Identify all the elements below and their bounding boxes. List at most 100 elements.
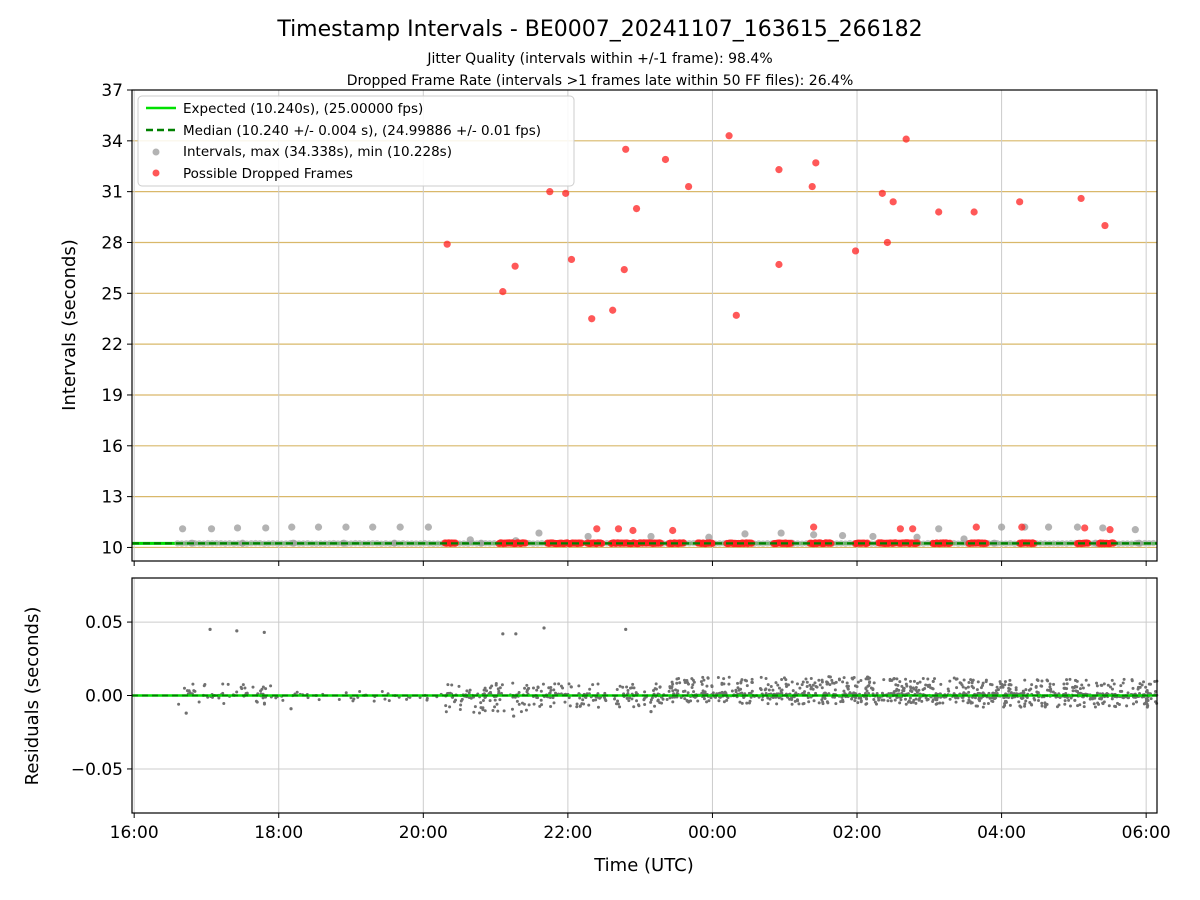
residual-point bbox=[912, 679, 916, 683]
residual-point bbox=[825, 700, 829, 704]
residual-point bbox=[1023, 702, 1027, 706]
residual-point bbox=[979, 686, 983, 690]
interval-point bbox=[424, 523, 432, 531]
dropped-frame-point bbox=[593, 525, 601, 533]
residual-point bbox=[933, 677, 937, 681]
residual-point bbox=[758, 687, 762, 691]
residual-point bbox=[625, 685, 629, 689]
residual-point bbox=[613, 697, 617, 701]
residual-point bbox=[226, 682, 230, 686]
residual-point bbox=[984, 678, 988, 682]
residual-point bbox=[872, 681, 876, 685]
residuals-x-tick-label: 18:00 bbox=[254, 823, 303, 843]
residual-point bbox=[665, 698, 669, 702]
dropped-frame-point bbox=[889, 198, 897, 206]
residual-point bbox=[874, 702, 878, 706]
dropped-frame-point bbox=[1084, 539, 1092, 547]
residual-point bbox=[468, 688, 472, 692]
residual-point bbox=[975, 688, 979, 692]
residual-point bbox=[1008, 678, 1012, 682]
residual-point bbox=[425, 696, 429, 700]
residual-point bbox=[763, 688, 767, 692]
dropped-frame-point bbox=[935, 208, 943, 216]
residual-point bbox=[575, 702, 579, 706]
residual-point bbox=[1023, 704, 1027, 708]
residual-point bbox=[736, 681, 740, 685]
residual-point bbox=[349, 696, 353, 700]
residual-point bbox=[467, 691, 471, 695]
residual-point bbox=[1063, 702, 1067, 706]
legend-median-label: Median (10.240 +/- 0.004 s), (24.99886 +… bbox=[183, 123, 541, 139]
residual-point bbox=[750, 677, 754, 681]
residual-point bbox=[852, 691, 856, 695]
residual-point bbox=[981, 681, 985, 685]
residual-point bbox=[514, 632, 518, 636]
residual-point bbox=[587, 703, 591, 707]
residual-point bbox=[192, 689, 196, 693]
residual-point bbox=[501, 632, 505, 636]
dropped-frame-point bbox=[521, 539, 529, 547]
residual-point bbox=[251, 685, 255, 689]
residual-point bbox=[1067, 698, 1071, 702]
residual-point bbox=[1009, 691, 1013, 695]
residual-point bbox=[686, 682, 690, 686]
residual-point bbox=[240, 687, 244, 691]
dropped-frame-point bbox=[1101, 221, 1109, 230]
residual-point bbox=[850, 697, 854, 701]
residual-point bbox=[649, 710, 653, 714]
residual-point bbox=[939, 682, 943, 686]
residual-point bbox=[784, 682, 788, 686]
residual-point bbox=[969, 701, 973, 705]
residual-point bbox=[654, 682, 658, 686]
residual-point bbox=[614, 702, 618, 706]
residual-point bbox=[830, 678, 834, 682]
residual-point bbox=[1080, 683, 1084, 687]
residual-point bbox=[1008, 687, 1012, 691]
residual-point bbox=[886, 699, 890, 703]
residual-point bbox=[768, 697, 772, 701]
residual-point bbox=[351, 699, 355, 703]
residual-point bbox=[935, 698, 939, 702]
residual-point bbox=[1122, 677, 1126, 681]
residual-point bbox=[649, 700, 653, 704]
interval-point bbox=[647, 532, 655, 541]
residual-point bbox=[724, 691, 728, 695]
residual-point bbox=[722, 700, 726, 704]
residual-point bbox=[871, 687, 875, 691]
residual-point bbox=[604, 699, 608, 703]
interval-point bbox=[178, 525, 187, 533]
residual-point bbox=[967, 690, 971, 694]
interval-point bbox=[314, 523, 323, 531]
residual-point bbox=[674, 688, 678, 692]
residual-point bbox=[988, 682, 992, 686]
residual-point bbox=[637, 704, 641, 708]
residual-point bbox=[577, 684, 581, 688]
interval-point bbox=[777, 529, 785, 537]
residual-point bbox=[1095, 681, 1099, 685]
residual-point bbox=[867, 691, 871, 695]
dropped-frame-point bbox=[775, 166, 783, 174]
residual-point bbox=[696, 699, 700, 703]
residual-point bbox=[405, 697, 409, 701]
residual-point bbox=[1048, 682, 1052, 686]
residual-point bbox=[567, 682, 571, 686]
residual-point bbox=[720, 682, 724, 686]
residual-point bbox=[1040, 679, 1044, 683]
interval-point bbox=[1044, 523, 1053, 531]
residual-point bbox=[1140, 683, 1144, 687]
residual-point bbox=[678, 681, 682, 685]
interval-point bbox=[584, 532, 592, 541]
residual-point bbox=[967, 680, 971, 684]
residual-point bbox=[716, 675, 720, 679]
residual-point bbox=[618, 705, 622, 709]
residual-point bbox=[588, 687, 592, 691]
residual-point bbox=[718, 691, 722, 695]
residual-point bbox=[1149, 682, 1153, 686]
residual-point bbox=[522, 702, 526, 706]
residual-point bbox=[458, 708, 462, 712]
residual-point bbox=[498, 686, 502, 690]
residual-point bbox=[549, 705, 553, 709]
residual-point bbox=[812, 699, 816, 703]
residual-point bbox=[1082, 701, 1086, 705]
dropped-frame-point bbox=[1077, 194, 1085, 203]
